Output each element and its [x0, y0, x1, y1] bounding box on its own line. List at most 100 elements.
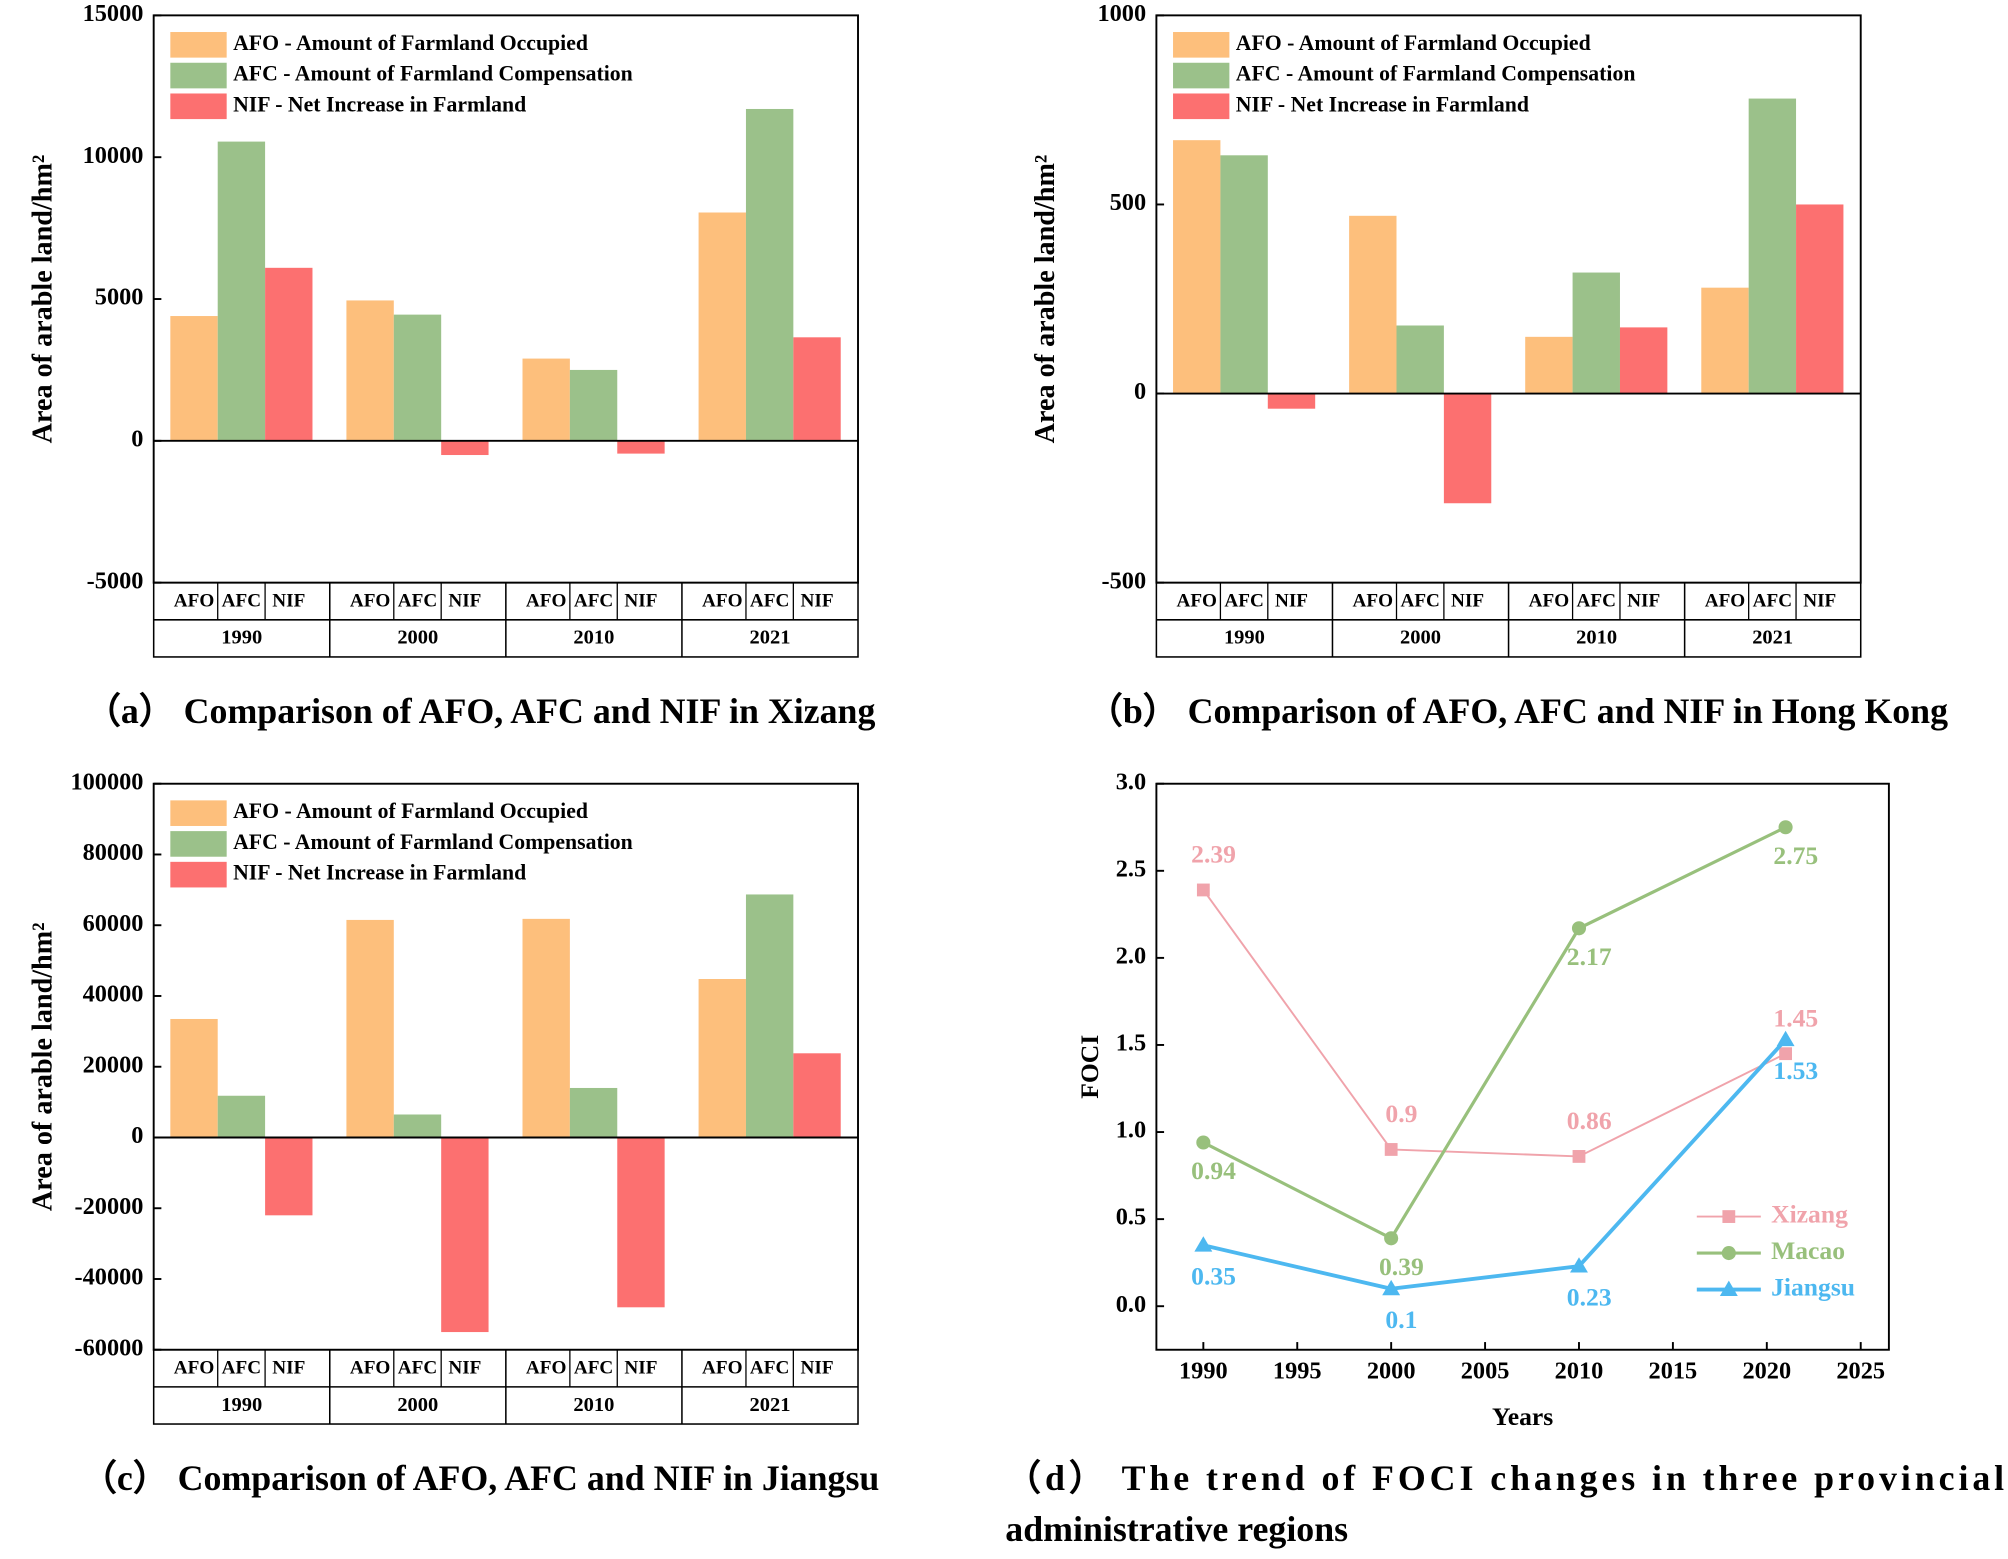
- bar: [170, 1018, 218, 1138]
- bar: [217, 1095, 266, 1138]
- bar: [745, 894, 794, 1138]
- y-tick-label: 3.0: [1116, 768, 1146, 795]
- bar: [1220, 155, 1268, 394]
- series-line: [1202, 825, 1787, 1241]
- legend-swatch: [170, 800, 227, 826]
- subcategory-label: NIF: [448, 590, 481, 611]
- y-tick-label: -40000: [75, 1264, 144, 1291]
- legend-swatch: [170, 861, 227, 888]
- subcategory-label: AFO: [174, 1357, 215, 1378]
- point: [1384, 1231, 1399, 1246]
- legend-swatch: [1173, 93, 1230, 120]
- y-tick-label: 20000: [83, 1051, 144, 1078]
- bar: [1525, 336, 1573, 394]
- caption: （a） Comparison of AFO, AFC and NIF in Xi…: [85, 691, 875, 731]
- category-label: 1990: [221, 1394, 262, 1416]
- bar: [265, 267, 313, 441]
- caption: administrative regions: [1005, 1509, 1348, 1549]
- bar: [698, 212, 746, 441]
- subcategory-label: NIF: [272, 1357, 305, 1378]
- y-axis-label: Area of arable land/hm²: [27, 922, 58, 1211]
- legend-label: AFC - Amount of Farmland Compensation: [1236, 62, 1636, 86]
- bar: [170, 316, 218, 441]
- legend-marker: [1722, 1210, 1736, 1223]
- bar: [569, 369, 618, 441]
- bar: [522, 918, 570, 1138]
- legend-label: AFO - Amount of Farmland Occupied: [233, 31, 588, 55]
- legend-label: Xizang: [1771, 1199, 1848, 1228]
- bar: [1572, 272, 1620, 394]
- x-tick-label: 2000: [1367, 1357, 1416, 1384]
- legend-label: NIF - Net Increase in Farmland: [233, 92, 526, 116]
- category-label: 2000: [1400, 627, 1441, 649]
- subcategory-label: AFC: [1400, 590, 1439, 611]
- bar: [793, 337, 841, 441]
- y-tick-label: 0: [1134, 378, 1146, 405]
- bar: [569, 1087, 618, 1138]
- category-label: 1990: [221, 627, 262, 649]
- y-tick-label: 0.0: [1116, 1291, 1146, 1318]
- subcategory-label: NIF: [1275, 590, 1308, 611]
- y-axis-label: FOCI: [1075, 1035, 1104, 1099]
- point: [1384, 1143, 1398, 1156]
- subcategory-label: AFO: [174, 590, 215, 611]
- y-tick-label: 1.5: [1116, 1030, 1146, 1057]
- data-label: 0.9: [1385, 1099, 1417, 1128]
- x-tick-label: 1995: [1273, 1357, 1322, 1384]
- bar: [1796, 204, 1844, 394]
- subcategory-label: NIF: [448, 1357, 481, 1378]
- data-label: 0.1: [1385, 1305, 1417, 1334]
- y-tick-label: 2.5: [1116, 855, 1146, 882]
- bar: [393, 1114, 442, 1138]
- category-label: 2000: [397, 627, 438, 649]
- point: [1778, 820, 1793, 835]
- x-tick-label: 2020: [1742, 1357, 1791, 1384]
- subcategory-label: AFC: [222, 590, 261, 611]
- data-label: 0.94: [1191, 1156, 1236, 1185]
- bar: [217, 141, 266, 441]
- subcategory-label: AFC: [750, 1357, 789, 1378]
- bar: [617, 1137, 665, 1308]
- legend-label: NIF - Net Increase in Farmland: [1236, 92, 1529, 116]
- y-tick-label: 1000: [1097, 0, 1146, 27]
- legend-label: AFO - Amount of Farmland Occupied: [1236, 31, 1591, 55]
- data-label: 0.23: [1567, 1282, 1612, 1311]
- subcategory-label: NIF: [801, 1357, 834, 1378]
- subcategory-label: AFO: [526, 1357, 567, 1378]
- y-tick-label: 0.5: [1116, 1204, 1146, 1231]
- x-tick-label: 2025: [1836, 1357, 1885, 1384]
- y-tick-label: 10000: [83, 142, 144, 169]
- legend-marker: [1721, 1246, 1736, 1261]
- subcategory-label: AFC: [574, 1357, 613, 1378]
- y-tick-label: 500: [1110, 189, 1147, 216]
- category-label: 2021: [750, 627, 791, 649]
- data-label: 1.45: [1773, 1003, 1818, 1032]
- data-label: 0.86: [1567, 1106, 1612, 1135]
- point: [1194, 1236, 1213, 1252]
- y-tick-label: -20000: [75, 1193, 144, 1220]
- subcategory-label: AFC: [398, 1357, 437, 1378]
- subcategory-label: NIF: [801, 590, 834, 611]
- caption: （c） Comparison of AFO, AFC and NIF in Ji…: [81, 1458, 879, 1498]
- y-tick-label: -500: [1102, 567, 1147, 594]
- subcategory-label: NIF: [272, 590, 305, 611]
- series-line: [1202, 889, 1787, 1158]
- x-tick-label: 1990: [1179, 1357, 1228, 1384]
- y-tick-label: 5000: [95, 284, 144, 311]
- y-tick-label: 1.0: [1116, 1117, 1146, 1144]
- data-label: 0.39: [1379, 1252, 1424, 1281]
- subcategory-label: AFO: [702, 590, 743, 611]
- point: [1776, 1030, 1795, 1047]
- bar: [793, 1053, 841, 1138]
- subcategory-label: AFC: [750, 590, 789, 611]
- y-tick-label: 100000: [70, 768, 143, 795]
- bar: [1396, 325, 1444, 394]
- bar: [522, 358, 570, 441]
- bar: [617, 440, 665, 454]
- subcategory-label: AFO: [702, 1357, 743, 1378]
- point: [1570, 1257, 1588, 1273]
- y-tick-label: 0: [131, 425, 143, 452]
- data-label: 2.39: [1191, 840, 1236, 869]
- category-label: 1990: [1224, 627, 1265, 649]
- subcategory-label: AFC: [1753, 590, 1792, 611]
